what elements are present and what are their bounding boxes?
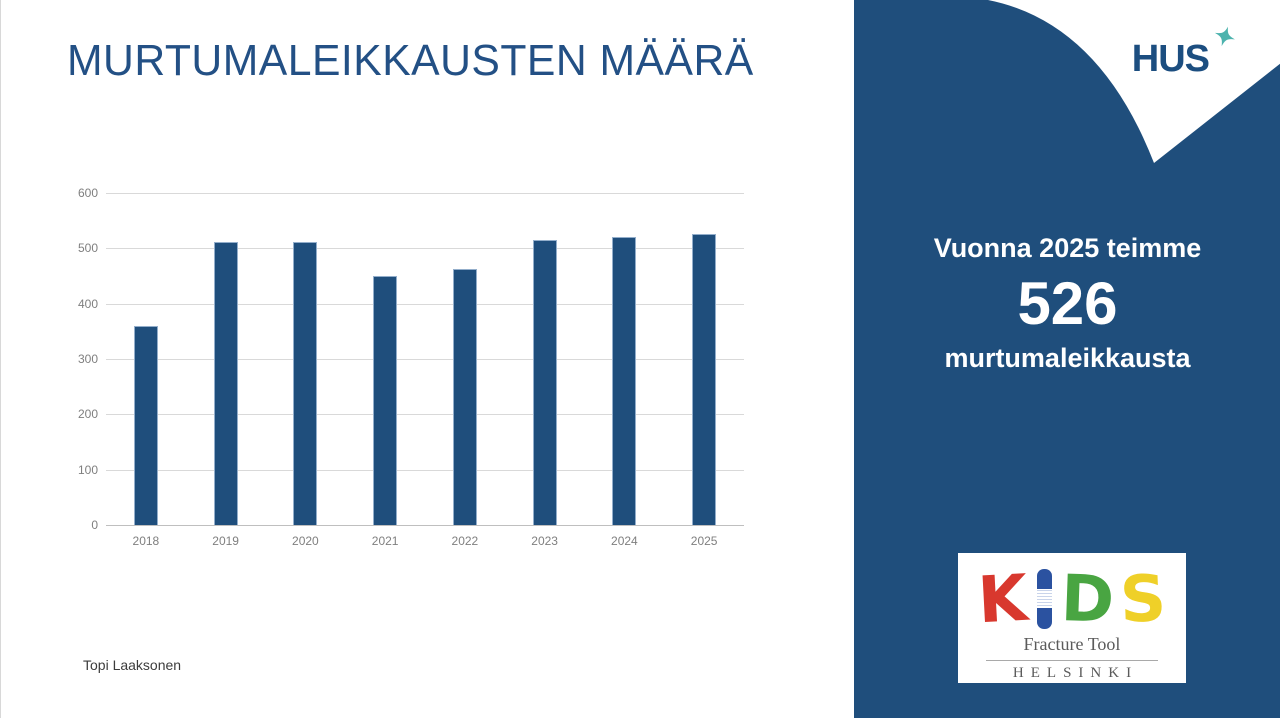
x-tick-label: 2018: [132, 534, 160, 548]
bar-2023: [532, 240, 557, 525]
kids-logo-city: HELSINKI: [1012, 665, 1139, 681]
kids-letter-k: K: [976, 561, 1030, 639]
callout: Vuonna 2025 teimme 526 murtumaleikkausta: [854, 232, 1280, 374]
gridline: [106, 248, 744, 250]
hus-star-shape: [1214, 26, 1235, 47]
page-title: MURTUMALEIKKAUSTEN MÄÄRÄ: [67, 36, 754, 85]
callout-number: 526: [1017, 270, 1118, 337]
x-tick-label: 2023: [531, 534, 558, 548]
callout-line1: Vuonna 2025 teimme: [933, 233, 1202, 263]
kids-logo-subtitle: Fracture Tool: [1023, 634, 1121, 654]
bar-2019: [213, 242, 238, 525]
y-tick-label: 300: [77, 352, 98, 366]
bar-2021: [373, 276, 398, 525]
x-axis-line: [106, 525, 744, 526]
y-tick-label: 200: [77, 407, 98, 422]
hus-star-icon: [1214, 26, 1235, 47]
sidebar: HUS Vuonna 2025 teimme 526 murtumaleikka…: [854, 0, 1280, 718]
bar-2024: [612, 236, 637, 525]
gridline: [106, 414, 744, 416]
y-tick-label: 600: [77, 186, 98, 200]
x-tick-label: 2024: [611, 534, 638, 548]
y-tick-label: 500: [77, 241, 98, 256]
gridline: [106, 469, 744, 471]
kids-letter-i-bandage: [1036, 589, 1052, 608]
author-credit: Topi Laaksonen: [83, 657, 182, 673]
bar-2022: [452, 268, 477, 525]
kids-letter-s: S: [1118, 562, 1168, 638]
gridline: [106, 359, 744, 360]
bar-2018: [133, 325, 158, 525]
bar-2025: [692, 233, 717, 525]
kids-letter-i-splint: [1036, 569, 1052, 629]
y-tick-label: 400: [77, 296, 98, 311]
y-tick-label: 100: [77, 462, 98, 477]
bar-chart: 0 100 200 300 400 500 600 2018 2019 2020 2021 2022 2…: [78, 186, 744, 548]
kids-logo-divider: [986, 660, 1158, 661]
hus-logo: HUS: [1131, 26, 1235, 80]
bar-2020: [293, 241, 318, 525]
kids-letter-d: D: [1059, 562, 1116, 638]
x-tick-label: 2025: [690, 534, 718, 548]
y-tick-label: 0: [91, 518, 98, 532]
x-tick-label: 2019: [212, 534, 239, 548]
sidebar-top-curve: [988, 0, 1280, 163]
gridline: [106, 193, 744, 194]
x-tick-label: 2020: [292, 534, 319, 548]
gridline: [106, 303, 744, 305]
x-tick-label: 2022: [451, 534, 479, 548]
hus-logo-text: HUS: [1131, 38, 1210, 80]
x-tick-label: 2021: [371, 534, 399, 548]
callout-line2: murtumaleikkausta: [944, 343, 1191, 373]
